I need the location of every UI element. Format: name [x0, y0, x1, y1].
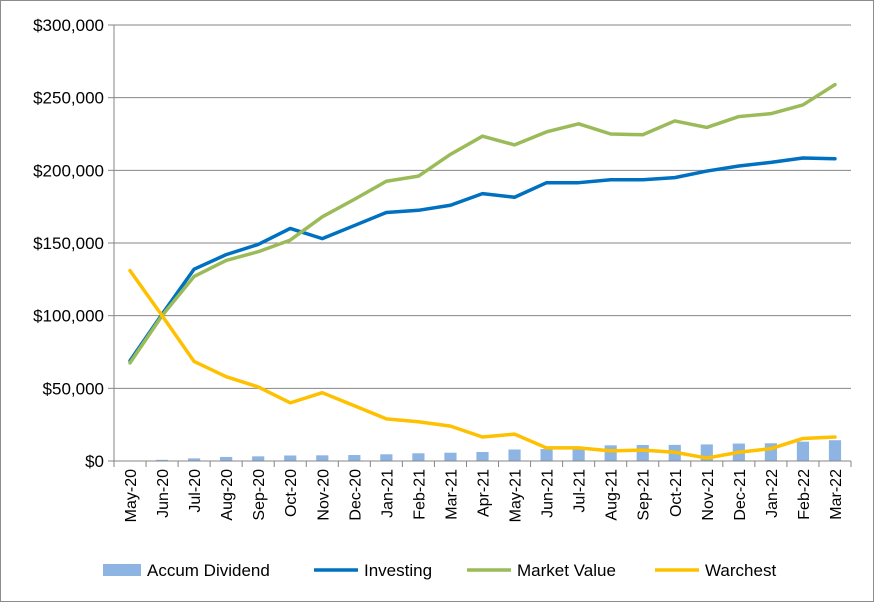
- x-tick-label: Feb-21: [411, 469, 428, 520]
- line-market-value: [128, 82, 837, 365]
- x-tick-label: Nov-20: [315, 469, 332, 521]
- gridlines: [114, 24, 851, 389]
- y-tick-label: $300,000: [33, 16, 104, 35]
- x-tick-label: Aug-21: [604, 469, 621, 521]
- y-tick-label: $0: [85, 452, 104, 471]
- bar-accum-dividend: [444, 452, 457, 461]
- line-warchest: [128, 268, 837, 460]
- x-tick-label: May-21: [508, 469, 525, 522]
- y-tick-label: $200,000: [33, 161, 104, 180]
- legend-label: Investing: [364, 561, 432, 580]
- legend-item-investing: Investing: [314, 561, 432, 580]
- bar-accum-dividend: [476, 451, 489, 461]
- x-axis-ticks: May-20 Jun-20 Jul-20 Aug-20 Sep-20 Oct-20 Nov-…: [113, 461, 852, 522]
- bar-accum-dividend: [316, 455, 329, 461]
- line-series: [128, 82, 837, 460]
- x-tick-label: Aug-20: [219, 469, 236, 521]
- legend: Accum Dividend Investing Market Value Warch…: [103, 561, 776, 580]
- x-tick-label: Dec-21: [732, 469, 749, 521]
- x-tick-label: Mar-21: [443, 469, 460, 520]
- legend-label: Market Value: [517, 561, 616, 580]
- legend-label: Accum Dividend: [147, 561, 270, 580]
- x-tick-label: Oct-21: [668, 469, 685, 517]
- bar-accum-dividend: [572, 448, 585, 461]
- bar-accum-dividend: [348, 455, 361, 461]
- bar-series-accum-dividend: [123, 440, 842, 461]
- bar-accum-dividend: [636, 445, 649, 461]
- bar-accum-dividend: [252, 456, 265, 461]
- x-tick-label: Apr-21: [476, 469, 493, 517]
- x-tick-label: Jul-21: [572, 469, 589, 513]
- x-tick-label: May-20: [123, 469, 140, 522]
- bar-accum-dividend: [412, 453, 425, 461]
- y-tick-label: $50,000: [43, 379, 104, 398]
- y-tick-label: $100,000: [33, 307, 104, 326]
- x-tick-label: Jun-20: [155, 469, 172, 518]
- x-tick-label: Mar-22: [828, 469, 845, 520]
- x-tick-label: Feb-22: [796, 469, 813, 520]
- x-tick-label: Oct-20: [283, 469, 300, 517]
- x-tick-label: Jan-22: [764, 469, 781, 518]
- bar-accum-dividend: [155, 459, 169, 461]
- legend-swatch: [103, 564, 141, 576]
- bar-accum-dividend: [188, 458, 201, 461]
- bar-accum-dividend: [508, 449, 521, 461]
- bar-accum-dividend: [540, 449, 553, 461]
- bar-accum-dividend: [220, 456, 233, 461]
- x-tick-label: Jan-21: [379, 469, 396, 518]
- legend-label: Warchest: [705, 561, 776, 580]
- x-tick-label: Sep-21: [636, 469, 653, 521]
- bar-accum-dividend: [828, 440, 842, 461]
- y-axis-ticks: $0 $50,000 $100,000 $150,000 $200,000 $250,00…: [33, 16, 114, 471]
- x-tick-label: Jul-20: [187, 469, 204, 513]
- bar-accum-dividend: [284, 455, 297, 461]
- legend-item-warchest: Warchest: [655, 561, 776, 580]
- x-tick-label: Dec-20: [347, 469, 364, 521]
- x-tick-label: Jun-21: [540, 469, 557, 518]
- bar-accum-dividend: [604, 445, 617, 461]
- x-tick-label: Sep-20: [251, 469, 268, 521]
- y-tick-label: $150,000: [33, 234, 104, 253]
- x-tick-label: Nov-21: [700, 469, 717, 521]
- bar-accum-dividend: [380, 454, 393, 461]
- legend-item-accum-dividend: Accum Dividend: [103, 561, 270, 580]
- y-tick-label: $250,000: [33, 89, 104, 108]
- bar-accum-dividend: [796, 441, 810, 461]
- line-investing: [128, 156, 837, 363]
- legend-item-market-value: Market Value: [467, 561, 616, 580]
